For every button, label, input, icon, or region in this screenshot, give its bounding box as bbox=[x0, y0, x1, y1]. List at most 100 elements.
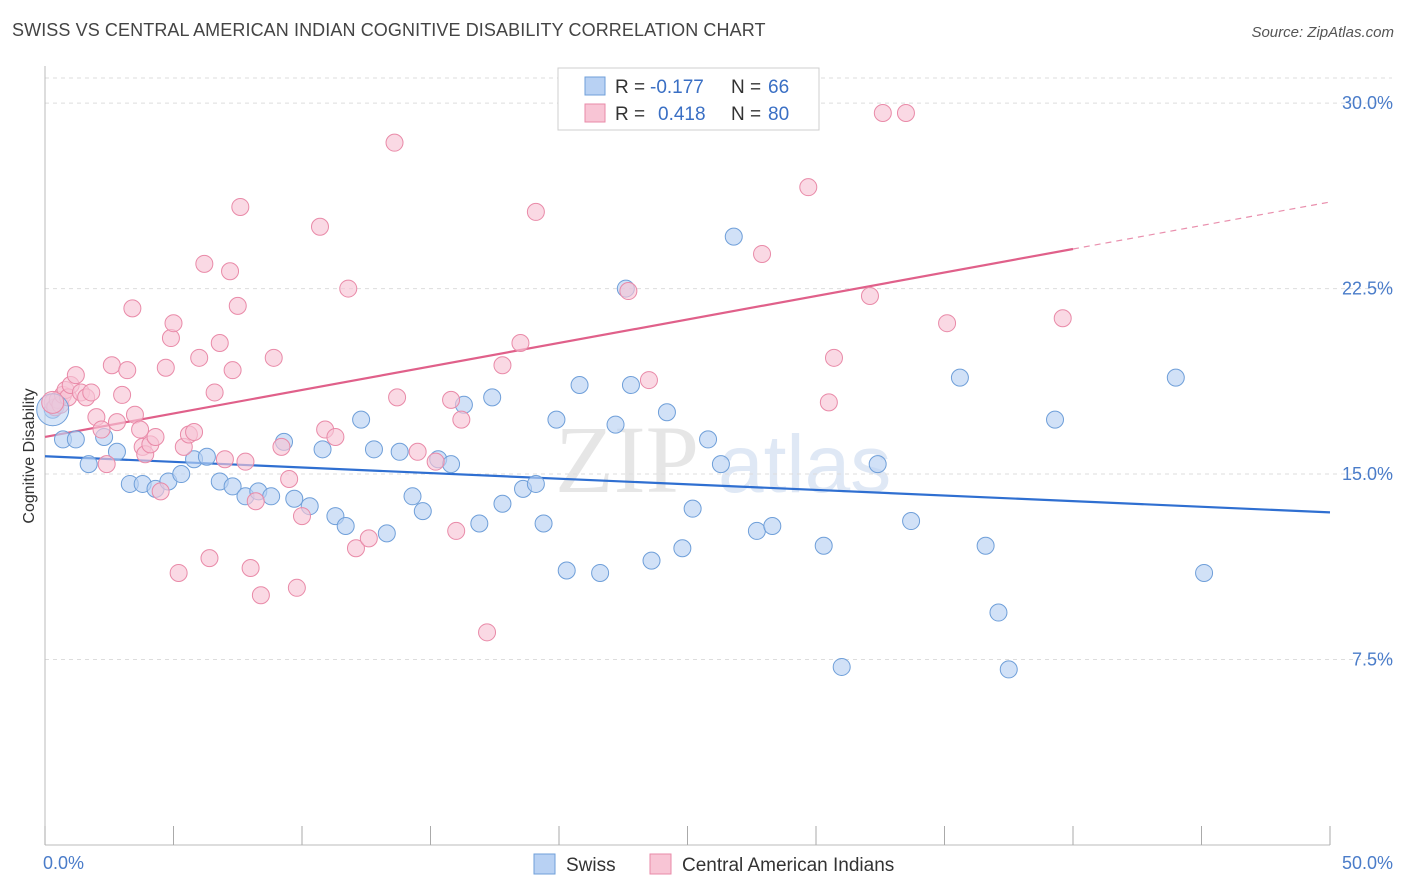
legend-bottom-swatch-swiss bbox=[533, 853, 556, 875]
trend-line-1 bbox=[44, 247, 1074, 439]
swiss-point bbox=[377, 524, 396, 543]
legend-r-label-cai: R = bbox=[615, 104, 645, 125]
cai-point bbox=[156, 358, 175, 377]
swiss-point bbox=[483, 388, 502, 407]
cai-point bbox=[151, 482, 170, 501]
cai-point bbox=[92, 420, 111, 439]
legend-n-value-cai: 80 bbox=[768, 104, 789, 125]
cai-point bbox=[164, 314, 183, 333]
y-tick-label: 22.5% bbox=[1342, 279, 1393, 299]
trend-lines bbox=[44, 201, 1331, 514]
cai-point bbox=[205, 383, 224, 402]
swiss-point bbox=[999, 660, 1018, 679]
cai-point bbox=[228, 296, 247, 315]
legend-swatch-cai bbox=[584, 103, 606, 123]
cai-point bbox=[493, 356, 512, 375]
cai-point bbox=[251, 586, 270, 605]
cai-point bbox=[185, 423, 204, 442]
swiss-point bbox=[683, 499, 702, 518]
cai-point bbox=[359, 529, 378, 548]
cai-point bbox=[107, 413, 126, 432]
cai-point bbox=[619, 282, 638, 301]
y-tick-label: 30.0% bbox=[1342, 93, 1393, 113]
swiss-point bbox=[747, 521, 766, 540]
cai-point bbox=[97, 455, 116, 474]
cai-point bbox=[287, 578, 306, 597]
swiss-point bbox=[673, 539, 692, 558]
cai-point bbox=[526, 202, 545, 221]
cai-point bbox=[123, 299, 142, 318]
cai-point bbox=[102, 356, 121, 375]
cai-point bbox=[66, 366, 85, 385]
legend-top: R = -0.177 N = 66 R = 0.418 N = 80 bbox=[557, 67, 820, 131]
swiss-point bbox=[197, 447, 216, 466]
cai-point bbox=[860, 286, 879, 305]
cai-point bbox=[442, 390, 461, 409]
cai-point bbox=[452, 410, 471, 429]
swiss-point bbox=[66, 430, 85, 449]
cai-point bbox=[131, 420, 150, 439]
chart-title: SWISS VS CENTRAL AMERICAN INDIAN COGNITI… bbox=[12, 20, 766, 40]
cai-point bbox=[447, 521, 466, 540]
cai-point bbox=[113, 385, 132, 404]
watermark-zip: ZIP bbox=[555, 406, 699, 513]
swiss-point bbox=[950, 368, 969, 387]
cai-point bbox=[195, 254, 214, 273]
cai-point bbox=[161, 329, 180, 348]
cai-point bbox=[169, 563, 188, 582]
swiss-point bbox=[313, 440, 332, 459]
swiss-point bbox=[570, 376, 589, 395]
swiss-point bbox=[493, 494, 512, 513]
cai-point bbox=[388, 388, 407, 407]
legend-n-label-swiss: N = bbox=[731, 77, 761, 98]
legend-n-value-swiss: 66 bbox=[768, 77, 789, 98]
legend-bottom: Swiss Central American Indians bbox=[533, 853, 894, 876]
swiss-point bbox=[534, 514, 553, 533]
swiss-point bbox=[642, 551, 661, 570]
cai-point bbox=[221, 262, 240, 281]
swiss-point bbox=[79, 455, 98, 474]
cai-point bbox=[231, 197, 250, 216]
trend-line-0 bbox=[44, 455, 1331, 514]
cai-point bbox=[293, 507, 311, 526]
data-points bbox=[36, 103, 1214, 679]
cai-point bbox=[236, 452, 255, 471]
cai-point bbox=[873, 103, 892, 122]
swiss-point bbox=[336, 516, 355, 535]
legend-swatch-swiss bbox=[584, 76, 606, 96]
swiss-point bbox=[262, 487, 281, 506]
swiss-point bbox=[547, 410, 566, 429]
cai-point bbox=[819, 393, 838, 412]
cai-point bbox=[223, 361, 242, 380]
swiss-point bbox=[711, 455, 730, 474]
cai-point bbox=[82, 383, 101, 402]
cai-point bbox=[511, 333, 530, 352]
swiss-point bbox=[976, 536, 995, 555]
cai-point bbox=[1053, 309, 1072, 328]
cai-point bbox=[824, 348, 843, 367]
legend-bottom-label-cai: Central American Indians bbox=[682, 855, 894, 876]
cai-point bbox=[190, 348, 209, 367]
swiss-point bbox=[868, 455, 887, 474]
swiss-point bbox=[285, 489, 304, 508]
legend-bottom-swatch-cai bbox=[649, 853, 672, 875]
watermark-atlas: atlas bbox=[718, 419, 891, 510]
cai-point bbox=[310, 217, 329, 236]
cai-point bbox=[241, 559, 260, 578]
cai-point bbox=[478, 623, 497, 642]
cai-point bbox=[264, 348, 283, 367]
swiss-point bbox=[724, 227, 743, 246]
swiss-point bbox=[526, 474, 545, 493]
cai-point bbox=[215, 450, 234, 469]
cai-point bbox=[938, 314, 957, 333]
x-tick-label: 0.0% bbox=[43, 853, 84, 873]
legend-n-label-cai: N = bbox=[731, 104, 761, 125]
swiss-point bbox=[557, 561, 576, 580]
swiss-point bbox=[1166, 368, 1185, 387]
cai-point bbox=[753, 244, 772, 263]
swiss-point bbox=[364, 440, 383, 459]
y-axis-label: Cognitive Disability bbox=[21, 388, 38, 523]
cai-point bbox=[799, 178, 818, 197]
swiss-point bbox=[172, 465, 191, 484]
tick-labels: 7.5% 15.0% 22.5% 30.0% 0.0% 50.0% bbox=[43, 93, 1393, 873]
